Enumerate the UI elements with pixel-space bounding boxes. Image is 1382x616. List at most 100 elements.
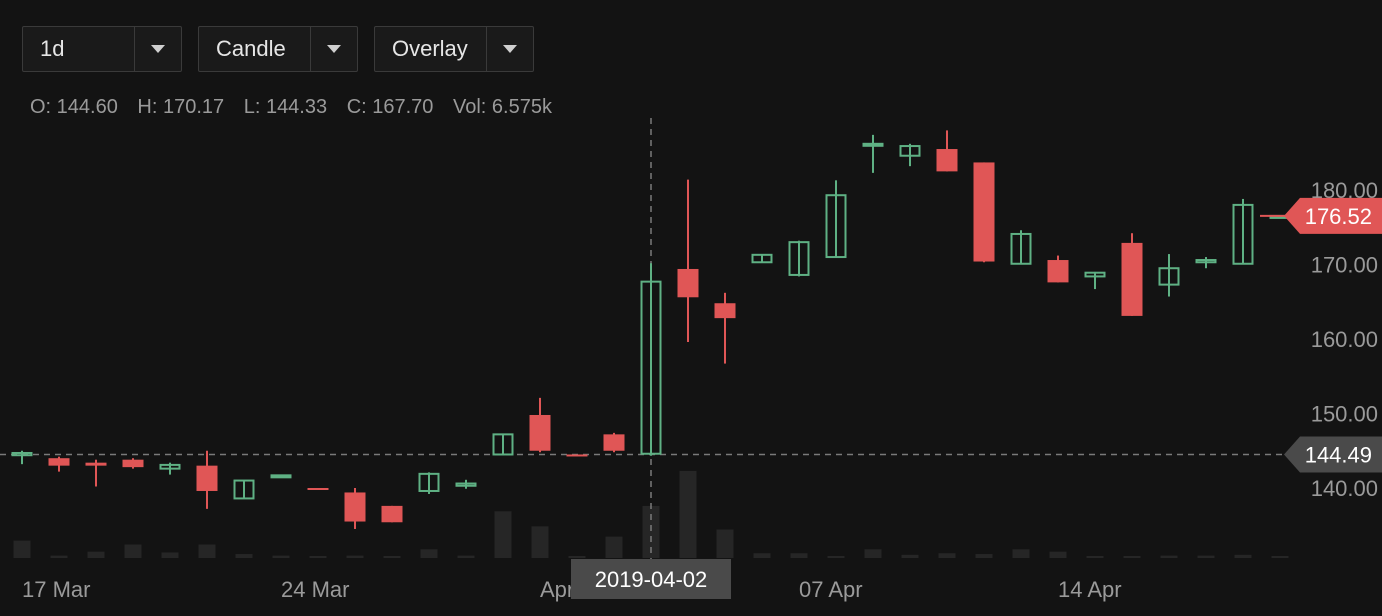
volume-bar bbox=[272, 555, 290, 558]
last-price-tag bbox=[1284, 197, 1382, 234]
volume-bar bbox=[864, 549, 882, 558]
volume-bar bbox=[420, 549, 438, 558]
x-tick-label: 07 Apr bbox=[799, 577, 863, 602]
volume-bar bbox=[1123, 556, 1141, 558]
candle-body-down bbox=[85, 462, 107, 466]
candle-body-up bbox=[233, 479, 255, 500]
candle-body-down bbox=[344, 492, 366, 522]
candle-body-down bbox=[714, 303, 736, 319]
volume-bar bbox=[309, 556, 327, 558]
y-tick-label: 170.00 bbox=[1311, 253, 1378, 278]
open-value: O: 144.60 bbox=[30, 96, 118, 118]
candle-body-down bbox=[196, 465, 218, 491]
interval-dropdown[interactable]: 1d bbox=[22, 26, 182, 72]
volume-bar bbox=[827, 556, 845, 558]
candle-body-down bbox=[529, 414, 551, 451]
candle-body-up bbox=[640, 280, 662, 455]
candle-body-up bbox=[788, 241, 810, 276]
volume-bar bbox=[494, 511, 512, 558]
y-tick-label: 140.00 bbox=[1311, 476, 1378, 501]
ohlc-readout: O: 144.60 H: 170.17 L: 144.33 C: 167.70 … bbox=[30, 96, 566, 119]
candle-body-down bbox=[381, 505, 403, 523]
chart-type-label: Candle bbox=[216, 36, 286, 61]
candle-body-up bbox=[270, 474, 292, 479]
candle-body-up bbox=[1232, 203, 1254, 265]
chart-type-chevron-down-icon[interactable] bbox=[311, 26, 357, 72]
candle-body-down bbox=[566, 454, 588, 457]
candle-body-up bbox=[1010, 232, 1032, 265]
x-tick-label: 14 Apr bbox=[1058, 577, 1122, 602]
candle-body-up bbox=[418, 472, 440, 492]
candle-body-down bbox=[603, 434, 625, 451]
volume-bar bbox=[1160, 555, 1178, 558]
volume-bar bbox=[457, 555, 475, 558]
volume-bar bbox=[383, 556, 401, 558]
candle-body-up bbox=[492, 433, 514, 456]
volume-bar bbox=[1086, 556, 1104, 558]
volume-bar bbox=[87, 551, 105, 558]
candle-body-down bbox=[1121, 242, 1143, 316]
candle-body-down bbox=[307, 488, 329, 490]
volume-bar bbox=[901, 554, 919, 558]
candle-body-up bbox=[825, 194, 847, 259]
overlay-chevron-down-icon[interactable] bbox=[487, 26, 533, 72]
volume-bar bbox=[161, 552, 179, 558]
candle-body-down bbox=[48, 458, 70, 466]
chart-type-dropdown[interactable]: Candle bbox=[198, 26, 358, 72]
volume-bar bbox=[1049, 551, 1067, 558]
candle-body-down bbox=[122, 459, 144, 468]
volume-bar bbox=[1012, 549, 1030, 558]
volume-bar bbox=[568, 556, 586, 558]
x-tick-label: 24 Mar bbox=[281, 577, 349, 602]
volume-bar bbox=[790, 553, 808, 558]
volume-bar bbox=[753, 553, 771, 558]
volume-bar bbox=[716, 529, 734, 558]
volume-bar bbox=[124, 544, 142, 558]
candle-body-up bbox=[1084, 271, 1106, 278]
candle-body-down bbox=[936, 149, 958, 172]
interval-chevron-down-icon[interactable] bbox=[135, 26, 181, 72]
overlay-label: Overlay bbox=[392, 36, 468, 61]
candle-body-up bbox=[862, 142, 884, 147]
dropdown-divider bbox=[486, 26, 487, 72]
candle-body-up bbox=[159, 463, 181, 470]
interval-label: 1d bbox=[40, 36, 65, 61]
candle-body-down bbox=[1047, 260, 1069, 283]
volume-bar bbox=[50, 555, 68, 558]
candle-body-down bbox=[973, 162, 995, 262]
candle-body-up bbox=[455, 482, 477, 487]
candle-body-down bbox=[677, 268, 699, 298]
crosshair-price-tag bbox=[1284, 436, 1382, 473]
volume-bar bbox=[346, 555, 364, 558]
crosshair-price-label: 144.49 bbox=[1305, 443, 1372, 468]
candle-body-up bbox=[899, 145, 921, 157]
volume-bar bbox=[1197, 555, 1215, 558]
last-price-label: 176.52 bbox=[1305, 204, 1372, 229]
volume-bar bbox=[1234, 554, 1252, 558]
volume-bar bbox=[679, 470, 697, 558]
low-value: L: 144.33 bbox=[243, 96, 328, 118]
overlay-dropdown[interactable]: Overlay bbox=[374, 26, 534, 72]
volume-value: Vol: 6.575k bbox=[452, 96, 552, 118]
dropdown-divider bbox=[310, 26, 311, 72]
crosshair-date-tag bbox=[571, 559, 731, 599]
y-tick-label: 150.00 bbox=[1311, 402, 1378, 427]
candle-body-up bbox=[11, 451, 33, 457]
x-tick-label: 17 Mar bbox=[22, 577, 90, 602]
volume-bar bbox=[642, 505, 660, 558]
volume-bar bbox=[13, 540, 31, 558]
volume-bar bbox=[975, 554, 993, 558]
high-value: H: 170.17 bbox=[137, 96, 225, 118]
volume-bar bbox=[1271, 556, 1289, 558]
candle-body-up bbox=[751, 253, 773, 264]
volume-bar bbox=[531, 526, 549, 558]
dropdown-divider bbox=[134, 26, 135, 72]
y-tick-label: 160.00 bbox=[1311, 327, 1378, 352]
volume-bar bbox=[235, 554, 253, 558]
volume-bar bbox=[605, 536, 623, 558]
candle-body-up bbox=[1158, 267, 1180, 286]
volume-bar bbox=[198, 544, 216, 558]
candle-body-up bbox=[1195, 259, 1217, 264]
x-tick-label: Apr bbox=[540, 577, 574, 602]
